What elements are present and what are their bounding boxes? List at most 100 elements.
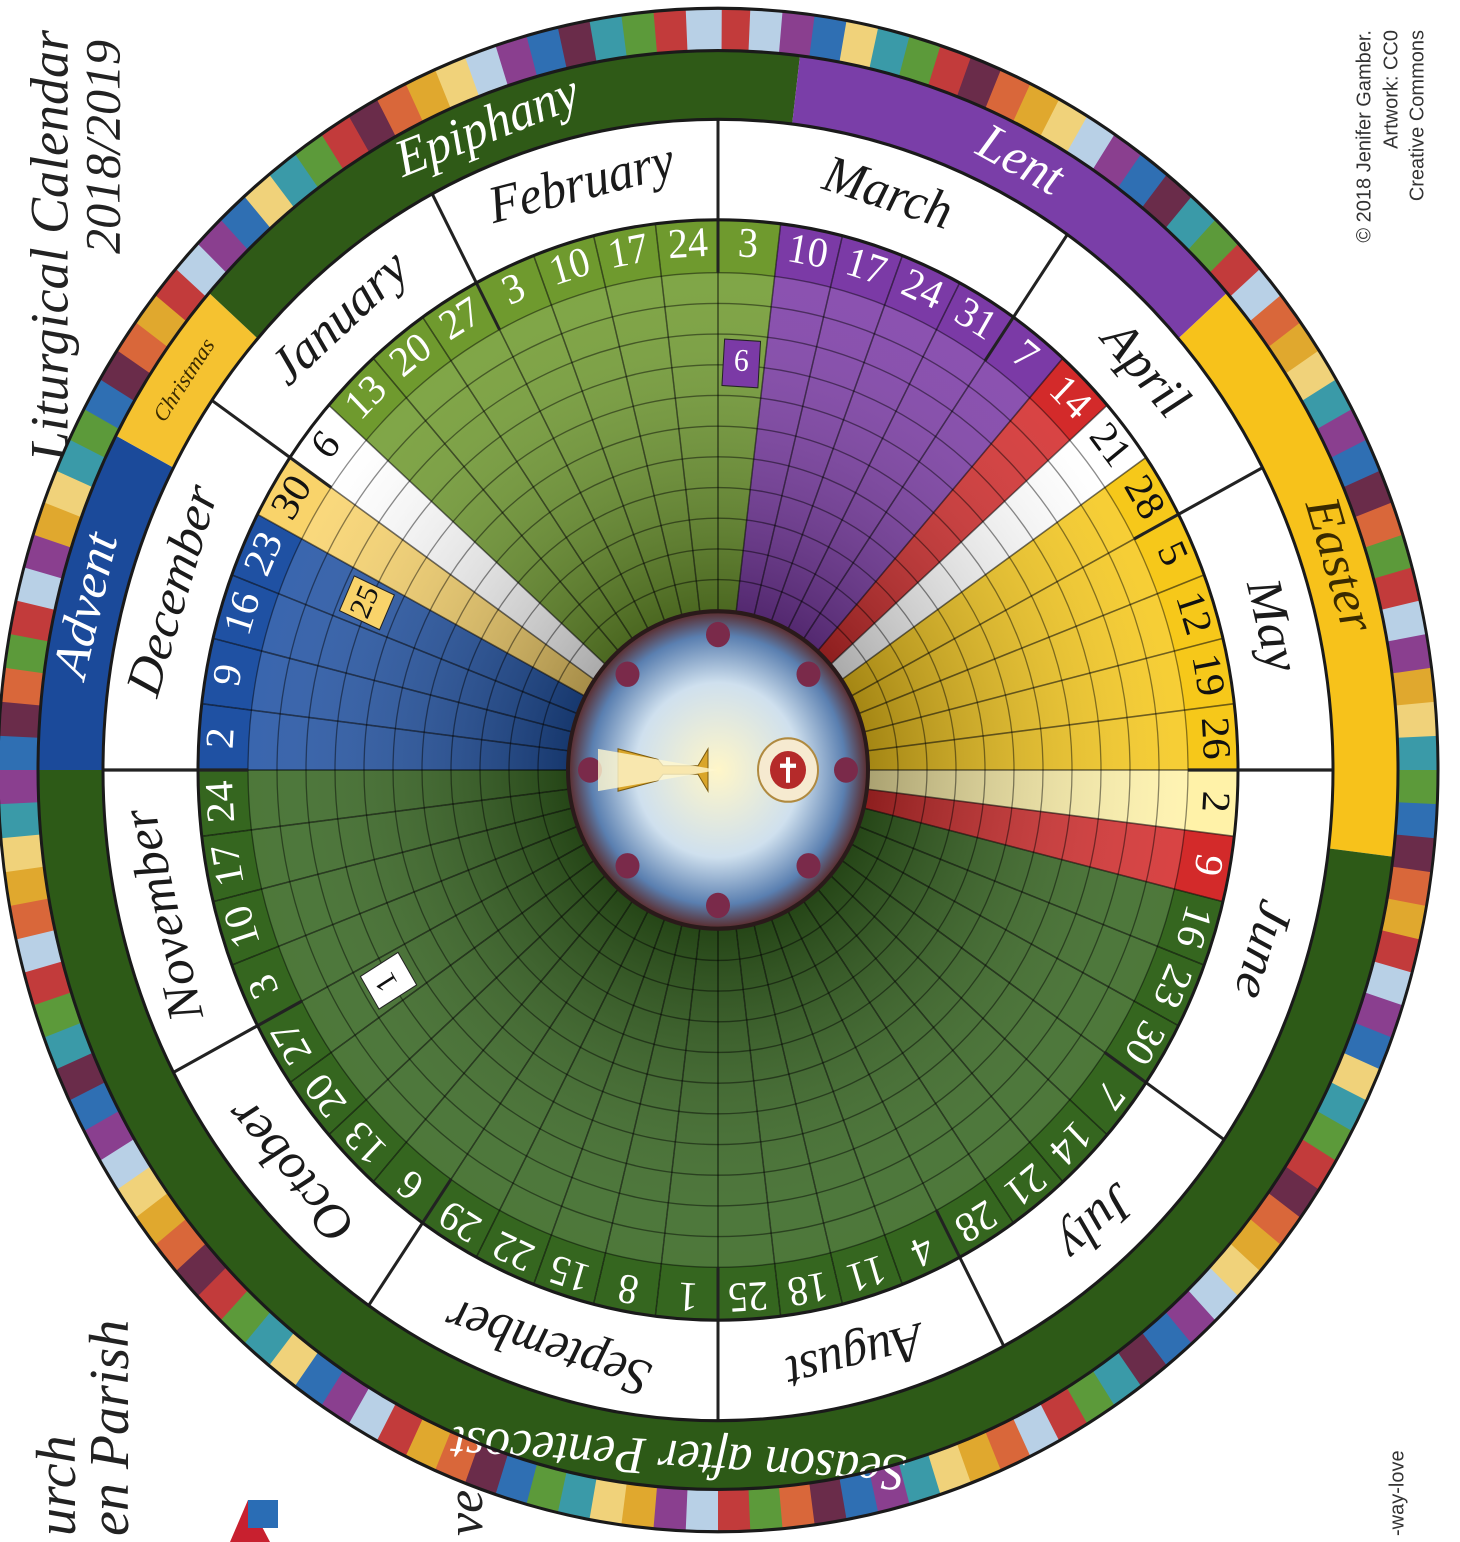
credit: © 2018 Jenifer Gamber. — [1353, 30, 1375, 243]
grape — [796, 853, 821, 879]
glass-tile — [744, 1486, 783, 1532]
glass-tile — [15, 926, 63, 973]
glass-tile — [99, 347, 153, 401]
week-line — [231, 825, 579, 966]
glass-tile — [9, 596, 56, 642]
season-band — [115, 292, 258, 468]
feast-box — [338, 575, 396, 631]
years: 2018/2019 — [74, 40, 130, 254]
glass-tile — [1391, 834, 1436, 877]
sunday-date: 3 — [737, 218, 760, 266]
glass-tile — [1373, 567, 1421, 614]
glass-tile — [83, 375, 137, 430]
week-line — [770, 918, 904, 1285]
season-band — [1178, 292, 1398, 857]
glass-tile — [0, 663, 45, 706]
glass-tile — [1066, 116, 1118, 172]
feast-box — [359, 951, 418, 1010]
glass-tile — [653, 8, 692, 54]
sunday-date: 24 — [667, 218, 710, 268]
sunday-date: 25 — [727, 1273, 770, 1323]
glass-tile — [865, 1463, 910, 1514]
glass-tile — [0, 798, 41, 839]
title: Liturgical Calendar — [19, 29, 79, 463]
glass-tile — [1268, 322, 1321, 377]
glass-tile — [115, 1163, 168, 1218]
week-line — [787, 910, 961, 1258]
ring-outline — [36, 48, 1400, 1492]
glass-tile — [1397, 735, 1438, 774]
month-divider — [983, 233, 1069, 362]
week-line — [829, 404, 1108, 666]
grape — [796, 661, 821, 687]
glass-tile — [345, 1385, 396, 1441]
glass-tile — [1394, 802, 1438, 843]
week-line — [802, 900, 1015, 1224]
glass-tile — [1089, 1352, 1142, 1408]
week-line — [863, 637, 1224, 733]
sunday-date: 2 — [197, 726, 243, 750]
glass-tile — [291, 1349, 344, 1406]
week-line — [787, 282, 961, 630]
glass-tile — [714, 1488, 751, 1532]
sunday-date: 24 — [196, 779, 243, 824]
glass-tile — [1386, 866, 1432, 910]
glass-tile — [1397, 770, 1438, 809]
week-line — [592, 235, 683, 617]
week-line — [841, 456, 1147, 681]
season-band — [792, 55, 1227, 339]
month-divider — [1133, 466, 1264, 541]
week-line — [841, 859, 1147, 1084]
fragment: urch — [26, 1435, 88, 1536]
glass-tile — [8, 894, 56, 940]
glass-tile — [495, 34, 541, 86]
glass-tile — [4, 630, 50, 674]
glass-tile — [681, 1488, 718, 1532]
glass-tile — [557, 19, 601, 69]
month-divider — [172, 999, 303, 1074]
ring-outline — [196, 218, 1240, 1322]
credit: Artwork: CC0 — [1380, 30, 1402, 149]
glass-tile — [0, 830, 45, 873]
week-line — [532, 255, 666, 622]
glass-tile — [585, 1477, 627, 1525]
glass-tile — [805, 1477, 847, 1526]
week-line — [257, 843, 586, 1027]
week-line — [475, 282, 649, 630]
week-line — [532, 918, 666, 1285]
glass-tile — [0, 697, 42, 738]
glass-tile — [318, 1368, 370, 1424]
month-divider — [367, 1178, 453, 1307]
week-line — [753, 235, 844, 617]
glass-tile — [589, 14, 631, 63]
week-line — [735, 927, 782, 1317]
month-divider — [935, 1209, 1006, 1347]
glass-tile — [621, 10, 661, 58]
week-line — [770, 255, 904, 622]
feast-box — [721, 338, 762, 389]
glass-tile — [554, 1470, 597, 1520]
glass-tile — [4, 862, 49, 907]
week-line — [850, 513, 1179, 697]
glass-tile — [294, 132, 347, 188]
week-line — [866, 702, 1235, 752]
glass-tile — [778, 11, 819, 58]
week-line — [654, 223, 701, 613]
fragment: en Parish — [79, 1320, 141, 1536]
glass-tile — [809, 15, 851, 63]
week-line — [212, 637, 573, 733]
glass-tile — [748, 9, 787, 54]
week-line — [857, 825, 1205, 966]
week-line — [212, 807, 573, 903]
glass-tile — [895, 1454, 941, 1506]
month-divider — [1103, 1051, 1225, 1141]
glass-tile — [0, 731, 39, 771]
fragment: -way-love — [1386, 1450, 1408, 1536]
glass-tile — [117, 319, 170, 374]
week-line — [372, 888, 620, 1183]
glass-tile — [1266, 1166, 1319, 1221]
week-line — [866, 788, 1235, 838]
glass-tile — [617, 1482, 658, 1529]
week-line — [201, 702, 570, 752]
